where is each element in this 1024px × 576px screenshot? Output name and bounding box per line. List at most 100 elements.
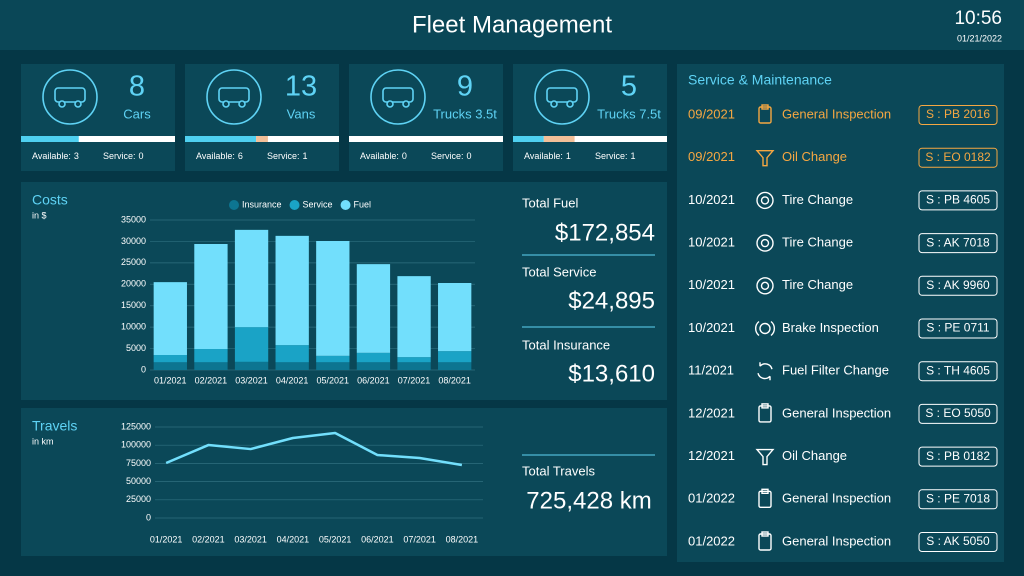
x-tick-label: 05/2021 bbox=[319, 534, 352, 544]
icon-rim bbox=[760, 238, 770, 248]
travels-subtitle: in km bbox=[32, 436, 54, 446]
total-label: Total Insurance bbox=[522, 337, 610, 352]
vehicle-icon-wheel bbox=[58, 100, 66, 108]
vehicle-icon-wheel bbox=[386, 100, 394, 108]
clock-date: 01/21/2022 bbox=[957, 33, 1002, 43]
bar-segment bbox=[194, 349, 228, 363]
vehicle-card bbox=[185, 64, 339, 171]
bar-segment bbox=[194, 244, 228, 349]
y-tick-label: 5000 bbox=[126, 343, 146, 353]
icon-clipboard bbox=[758, 533, 772, 551]
vehicle-label: Vans bbox=[287, 106, 316, 121]
availability-track bbox=[349, 136, 503, 142]
bar-segment bbox=[397, 357, 431, 363]
icon-funnel bbox=[755, 448, 775, 466]
y-tick-label: 0 bbox=[146, 512, 151, 522]
clock-time: 10:56 bbox=[954, 8, 1002, 29]
service-value: 0 bbox=[139, 151, 144, 161]
vehicle-icon-body bbox=[546, 87, 578, 103]
vehicle-icon-ring bbox=[42, 69, 98, 125]
total-value: 725,428 km bbox=[526, 487, 651, 514]
available-text: Available: bbox=[360, 151, 399, 161]
total-value: $172,854 bbox=[555, 219, 655, 246]
available-text: Available: bbox=[524, 151, 563, 161]
service-value: 0 bbox=[467, 151, 472, 161]
x-tick-label: 02/2021 bbox=[195, 375, 228, 385]
vehicle-icon-wheel bbox=[550, 100, 558, 108]
service-name: Tire Change bbox=[782, 235, 853, 250]
y-tick-label: 15000 bbox=[121, 300, 146, 310]
vehicle-label: Cars bbox=[123, 106, 151, 121]
x-tick-label: 04/2021 bbox=[276, 375, 309, 385]
costs-title: Costs bbox=[32, 192, 68, 208]
bar-segment bbox=[316, 241, 350, 356]
bar-segment bbox=[153, 362, 187, 370]
icon-clipboard bbox=[758, 405, 772, 423]
service-code: S : EO 5050 bbox=[925, 406, 991, 420]
service-code: S : PB 4605 bbox=[926, 193, 990, 207]
icon-clipboard bbox=[758, 106, 772, 124]
bar-segment bbox=[356, 264, 391, 353]
y-tick-label: 30000 bbox=[121, 236, 146, 246]
service-code: S : PE 0711 bbox=[926, 321, 989, 335]
service-name: General Inspection bbox=[782, 491, 891, 506]
vehicle-count: 8 bbox=[129, 71, 145, 103]
legend-swatch bbox=[289, 200, 300, 210]
vehicle-icon-ring bbox=[206, 69, 262, 125]
bar-segment bbox=[438, 362, 472, 370]
service-code-box bbox=[918, 532, 998, 552]
y-tick-label: 10000 bbox=[121, 322, 146, 332]
availability-track bbox=[21, 136, 175, 142]
bar-segment bbox=[397, 362, 431, 370]
x-tick-label: 08/2021 bbox=[438, 375, 471, 385]
service-date: 09/2021 bbox=[688, 149, 735, 164]
bar-segment bbox=[316, 355, 350, 363]
service-text: Service: bbox=[267, 151, 300, 161]
service-name: General Inspection bbox=[782, 405, 891, 420]
bar-segment bbox=[316, 362, 350, 370]
service-name: Brake Inspection bbox=[782, 320, 879, 335]
available-count: Available: 6 bbox=[196, 151, 243, 161]
x-tick-label: 01/2021 bbox=[154, 375, 187, 385]
service-code: S : PB 2016 bbox=[926, 107, 990, 121]
vehicle-card bbox=[21, 64, 175, 171]
service-code: S : AK 9960 bbox=[926, 278, 990, 292]
service-date: 11/2021 bbox=[688, 363, 734, 378]
service-name: General Inspection bbox=[782, 533, 891, 548]
vehicle-icon-wheel bbox=[74, 100, 82, 108]
icon-clip bbox=[761, 531, 769, 537]
header-bar bbox=[0, 0, 1024, 50]
vehicle-label: Trucks 3.5t bbox=[433, 106, 497, 121]
available-count: Available: 0 bbox=[360, 151, 407, 161]
x-tick-label: 04/2021 bbox=[277, 534, 310, 544]
service-code-box bbox=[918, 190, 998, 211]
service-name: General Inspection bbox=[782, 106, 891, 121]
icon-clip bbox=[761, 403, 769, 409]
available-text: Available: bbox=[196, 151, 235, 161]
service-code: S : PB 0182 bbox=[926, 449, 990, 463]
vehicle-label: Trucks 7.5t bbox=[597, 106, 661, 121]
service-bar bbox=[256, 136, 268, 142]
service-name: Tire Change bbox=[782, 277, 853, 292]
y-tick-label: 25000 bbox=[126, 494, 151, 504]
x-tick-label: 07/2021 bbox=[403, 534, 436, 544]
service-date: 01/2022 bbox=[688, 533, 735, 548]
vehicle-icon-wheel bbox=[566, 100, 574, 108]
y-tick-label: 50000 bbox=[126, 476, 151, 486]
vehicle-card bbox=[513, 64, 667, 171]
vehicle-icon-ring bbox=[370, 69, 426, 125]
vehicle-icon-wheel bbox=[222, 100, 230, 108]
page-title: Fleet Management bbox=[412, 11, 612, 38]
legend-label: Insurance bbox=[242, 199, 282, 209]
icon-cycle bbox=[757, 362, 773, 381]
service-count: Service: 1 bbox=[595, 151, 636, 161]
service-text: Service: bbox=[103, 151, 136, 161]
service-bar bbox=[543, 136, 575, 142]
x-tick-label: 03/2021 bbox=[235, 375, 268, 385]
available-value: 1 bbox=[566, 151, 571, 161]
vehicle-count: 5 bbox=[621, 71, 637, 103]
service-name: Fuel Filter Change bbox=[782, 363, 889, 378]
travels-title: Travels bbox=[32, 418, 77, 434]
